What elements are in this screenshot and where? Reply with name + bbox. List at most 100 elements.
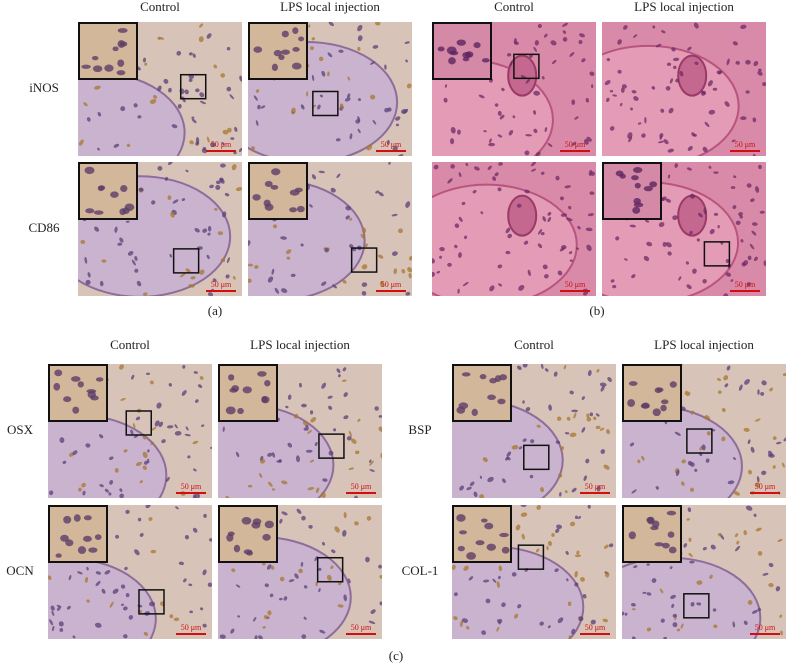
column-header: Control bbox=[494, 0, 534, 14]
cell bbox=[405, 59, 408, 63]
cell bbox=[94, 622, 102, 628]
cell bbox=[534, 40, 539, 46]
cell bbox=[239, 75, 242, 82]
inset-cell bbox=[264, 180, 273, 188]
inset-cell bbox=[77, 546, 87, 555]
cell bbox=[751, 230, 757, 236]
cell bbox=[301, 634, 307, 639]
cell bbox=[370, 61, 376, 65]
column-header: Control bbox=[140, 0, 180, 14]
cell bbox=[343, 392, 348, 398]
inset-cell bbox=[646, 516, 654, 524]
cell bbox=[281, 511, 288, 516]
cell bbox=[686, 284, 692, 290]
cell bbox=[522, 364, 528, 368]
cell bbox=[609, 126, 615, 131]
cell bbox=[629, 442, 635, 447]
cell bbox=[138, 187, 144, 192]
cell bbox=[253, 616, 257, 622]
inset-cell bbox=[449, 50, 459, 56]
cell bbox=[544, 274, 549, 279]
region-box bbox=[523, 444, 550, 471]
inset-cell bbox=[628, 381, 638, 386]
cell bbox=[271, 452, 276, 458]
cell bbox=[505, 227, 511, 234]
cell bbox=[586, 136, 592, 142]
cell bbox=[754, 418, 761, 422]
cell bbox=[546, 545, 549, 551]
column-header: LPS local injection bbox=[280, 0, 380, 14]
cell bbox=[498, 283, 503, 287]
cell bbox=[587, 505, 591, 509]
cell bbox=[726, 365, 731, 371]
inset-cell bbox=[93, 210, 104, 215]
region-box bbox=[517, 544, 545, 570]
cell bbox=[620, 87, 625, 93]
cell bbox=[362, 227, 367, 234]
cell bbox=[337, 604, 344, 608]
cell bbox=[136, 280, 142, 287]
cell bbox=[150, 549, 157, 554]
inset-cell bbox=[84, 166, 95, 175]
cell bbox=[687, 46, 692, 51]
cell bbox=[195, 141, 200, 146]
cell bbox=[225, 274, 230, 279]
scale-label: 50 μm bbox=[735, 280, 756, 289]
inset-cell bbox=[94, 534, 102, 541]
cell bbox=[149, 380, 154, 385]
cell bbox=[347, 578, 351, 584]
cell bbox=[540, 232, 545, 236]
cell bbox=[114, 468, 119, 473]
cell bbox=[51, 610, 55, 617]
cell bbox=[533, 128, 538, 134]
cell bbox=[754, 482, 760, 488]
cell bbox=[533, 90, 541, 96]
cell bbox=[229, 94, 235, 100]
cell bbox=[318, 588, 321, 593]
cell bbox=[184, 89, 189, 95]
cell bbox=[372, 119, 377, 125]
cell bbox=[370, 94, 376, 100]
panel-label: (a) bbox=[208, 303, 222, 318]
inset-cell bbox=[237, 407, 244, 415]
cell bbox=[248, 278, 252, 283]
cell bbox=[201, 148, 207, 154]
cell bbox=[330, 187, 336, 193]
inset-cell bbox=[499, 374, 508, 381]
cell bbox=[247, 484, 253, 488]
inset-cell bbox=[654, 542, 664, 547]
cell bbox=[569, 521, 576, 527]
row-label: COL-1 bbox=[402, 563, 439, 578]
inset-cell bbox=[456, 514, 466, 522]
inset-cell bbox=[120, 185, 128, 193]
cell bbox=[189, 610, 193, 614]
cell bbox=[661, 30, 666, 34]
cell bbox=[402, 108, 409, 114]
cell bbox=[553, 371, 558, 377]
cell bbox=[595, 413, 600, 417]
cell bbox=[257, 104, 261, 110]
cell bbox=[341, 379, 347, 382]
cell bbox=[783, 437, 786, 442]
cell bbox=[270, 565, 275, 570]
cell bbox=[666, 62, 672, 66]
cell bbox=[527, 269, 531, 277]
cell bbox=[108, 456, 114, 460]
cell bbox=[50, 605, 55, 611]
cell bbox=[663, 636, 668, 639]
cell bbox=[123, 449, 128, 453]
cell bbox=[762, 572, 769, 576]
cell bbox=[632, 608, 636, 611]
cell bbox=[181, 198, 186, 202]
inset-cell bbox=[668, 546, 677, 554]
cell bbox=[342, 279, 347, 284]
cell bbox=[387, 139, 390, 145]
cell bbox=[487, 165, 492, 171]
cell bbox=[489, 138, 492, 143]
cell bbox=[457, 288, 460, 294]
cell bbox=[354, 495, 358, 498]
cell bbox=[267, 610, 272, 616]
cell bbox=[554, 568, 559, 573]
cell bbox=[161, 439, 166, 444]
cell bbox=[646, 627, 652, 632]
